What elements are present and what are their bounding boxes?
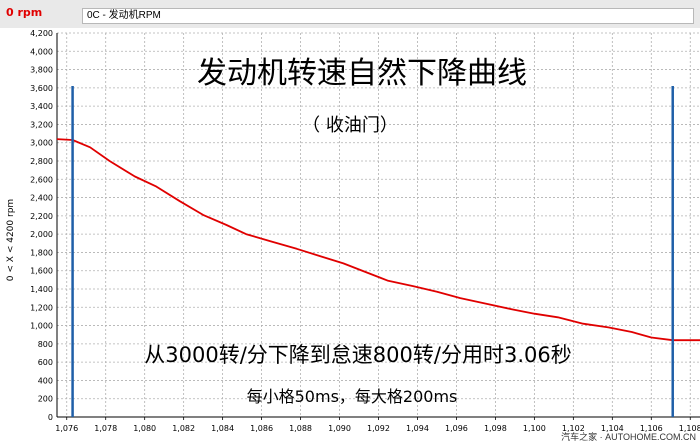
y-tick-label: 2,600 [30,175,53,184]
x-tick-label: 1,098 [484,424,507,433]
grid-layer [57,32,700,417]
y-tick-label: 800 [38,340,53,349]
y-tick-label: 2,000 [30,230,53,239]
rpm-chart: 0 200 400 600 800 1,000 1,200 1,400 1,600 1,800 2,… [6,29,700,433]
y-tick-label: 4,000 [30,47,53,56]
y-tick-label: 3,600 [30,84,53,93]
chart-title: 发动机转速自然下降曲线 [197,56,527,91]
y-tick-label: 2,200 [30,212,53,221]
cursor-layer [71,86,674,417]
x-tick-label: 1,076 [55,424,78,433]
x-tick-label: 1,106 [640,424,663,433]
y-tick-label: 0 [48,413,53,422]
y-tick-label: 600 [38,358,53,367]
y-tick-label: 1,400 [30,285,53,294]
current-rpm-readout: 0 rpm [6,6,43,19]
x-tick-label: 1,088 [289,424,312,433]
rpm-curve-line [56,138,700,342]
site-watermark: 汽车之家 · AUTOHOME.COM.CN [561,432,696,442]
x-tick-label: 1,082 [172,424,195,433]
x-tick-label: 1,096 [445,424,468,433]
channel-toolbar: 0 rpm 0C - 发动机RPM [0,0,700,29]
y-tick-label: 1,600 [30,267,53,276]
x-tick-label: 1,094 [406,424,429,433]
y-tick-label: 3,400 [30,102,53,111]
chart-subtitle: （ 收油门） [302,115,398,136]
x-tick-label: 1,084 [211,424,234,433]
y-tick-label: 4,200 [30,29,53,38]
series-layer [56,138,700,342]
y-axis-label: 0 < X < 4200 rpm [6,199,16,281]
x-tick-label: 1,104 [601,424,624,433]
y-tick-label: 1,800 [30,248,53,257]
x-tick-label: 1,100 [523,424,546,433]
x-tick-label: 1,090 [328,424,351,433]
y-tick-label: 2,800 [30,157,53,166]
y-tick-label: 1,000 [30,322,53,331]
y-tick-label: 3,800 [30,66,53,75]
y-tick-label: 2,400 [30,194,53,203]
chart-annotation-duration: 从3000转/分下降到怠速800转/分用时3.06秒 [144,343,571,367]
x-tick-label: 1,108 [679,424,700,433]
x-tick-label: 1,080 [133,424,156,433]
x-tick-label: 1,086 [250,424,273,433]
x-tick-label: 1,092 [367,424,390,433]
x-tick-label: 1,102 [562,424,585,433]
axis-layer: 0 200 400 600 800 1,000 1,200 1,400 1,600 1,800 2,… [30,29,700,433]
y-tick-label: 200 [38,395,53,404]
rpm-chart-area: 0 200 400 600 800 1,000 1,200 1,400 1,600 1,800 2,… [0,28,700,445]
chart-annotation-scale: 每小格50ms，每大格200ms [247,387,458,406]
y-tick-label: 400 [38,376,53,385]
y-tick-label: 3,000 [30,139,53,148]
y-tick-label: 1,200 [30,303,53,312]
x-tick-label: 1,078 [94,424,117,433]
y-tick-label: 3,200 [30,120,53,129]
channel-selector[interactable]: 0C - 发动机RPM [82,8,694,24]
